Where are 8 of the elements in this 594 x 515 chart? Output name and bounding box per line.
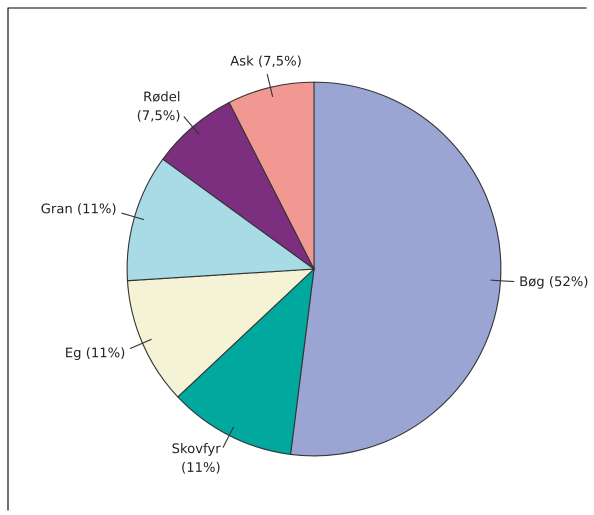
slice-label: Gran (11%) <box>41 203 116 215</box>
data-label: (11%) <box>182 462 220 474</box>
slice-label: Bøg (52%) <box>520 276 588 289</box>
slice-label: Rødel <box>144 91 180 102</box>
slice-label: Eg (11%) <box>66 347 124 360</box>
data-label: (7,5%) <box>138 110 180 122</box>
slice-label: Skovfyr <box>172 443 221 456</box>
slice-label: Ask (7,5%) <box>230 55 301 68</box>
